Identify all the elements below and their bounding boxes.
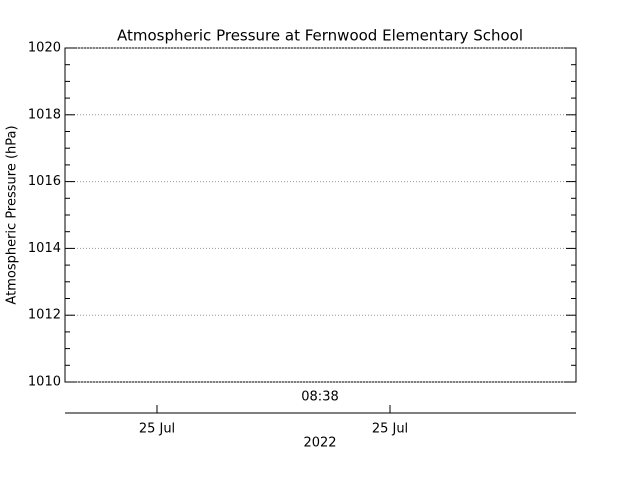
x-axis-label: 2022 (303, 436, 336, 451)
y-tick-label: 1016 (28, 174, 61, 189)
time-label: 08:38 (301, 390, 338, 405)
x-tick-label: 25 Jul (139, 422, 175, 437)
chart-title: Atmospheric Pressure at Fernwood Element… (117, 27, 523, 45)
y-tick-label: 1010 (28, 375, 61, 390)
y-tick-label: 1020 (28, 41, 61, 56)
y-tick-label: 1012 (28, 308, 61, 323)
y-tick-label: 1014 (28, 241, 61, 256)
plot-frame (64, 47, 577, 383)
y-tick-label: 1018 (28, 107, 61, 122)
y-axis-label: Atmospheric Pressure (hPa) (5, 125, 20, 304)
x-tick-label: 25 Jul (372, 422, 408, 437)
